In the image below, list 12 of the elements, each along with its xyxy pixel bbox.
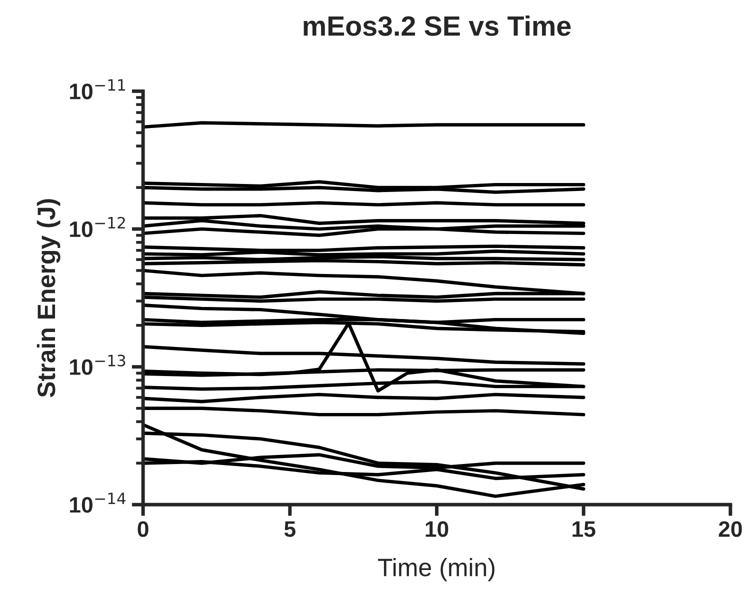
x-tick-label: 5 — [284, 521, 296, 537]
y-tick-label: 10$^{−14}$ — [70, 492, 126, 513]
chart-title: mEos3.2 SE vs Time — [304, 16, 571, 36]
x-tick-label: 15 — [572, 521, 596, 537]
x-tick-label: 20 — [718, 521, 742, 537]
y-axis-title: Strain Energy (J) — [36, 199, 60, 398]
x-axis-title: Time (min) — [378, 558, 494, 582]
x-tick-label: 0 — [138, 521, 148, 537]
y-tick-label: 10$^{−12}$ — [70, 216, 125, 238]
x-tick-label: 10 — [426, 521, 448, 537]
y-tick-label: 10$^{−13}$ — [70, 354, 126, 375]
y-tick-label: 10$^{−11}$ — [70, 79, 125, 100]
